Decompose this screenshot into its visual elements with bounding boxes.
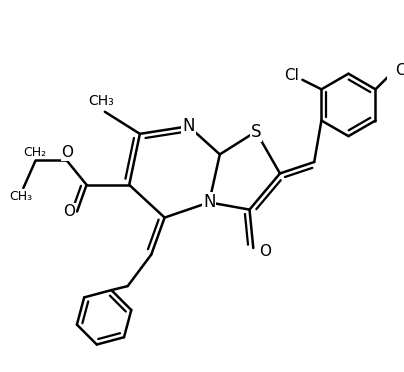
Text: CH₂: CH₂ <box>23 145 46 158</box>
Text: O: O <box>259 244 271 259</box>
Text: Cl: Cl <box>395 63 404 78</box>
Text: O: O <box>63 204 76 219</box>
Text: O: O <box>61 145 74 160</box>
Text: S: S <box>251 122 261 141</box>
Text: CH₃: CH₃ <box>9 190 32 203</box>
Text: Cl: Cl <box>284 68 299 83</box>
Text: CH₃: CH₃ <box>88 94 114 108</box>
Text: N: N <box>182 117 195 135</box>
Text: N: N <box>203 193 215 211</box>
